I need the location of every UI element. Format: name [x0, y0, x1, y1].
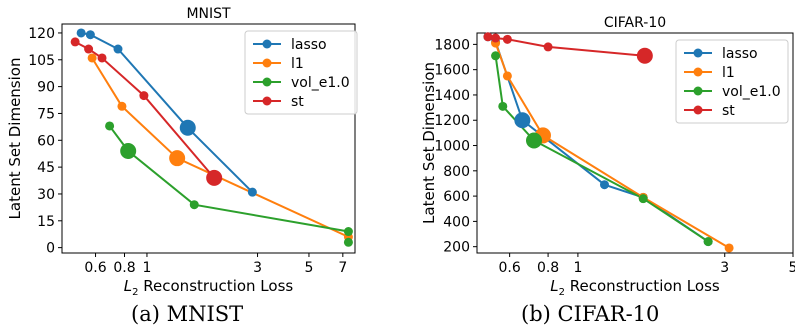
legend-marker-st — [262, 96, 272, 106]
x-tick-label: 1 — [573, 260, 582, 276]
data-point-lasso — [113, 44, 123, 54]
data-point-st — [84, 44, 94, 54]
data-point-lasso — [179, 119, 196, 136]
y-tick-label: 800 — [443, 164, 470, 180]
x-tick-label: 7 — [338, 260, 347, 276]
y-axis-label: Latent Set Dimension — [420, 62, 438, 224]
series-line-lasso — [80, 31, 254, 193]
data-point-vol_e1.0 — [343, 227, 353, 237]
y-axis-label: Latent Set Dimension — [6, 58, 24, 220]
data-point-l1 — [117, 101, 127, 111]
data-point-l1 — [502, 71, 512, 81]
series-line-vol_e1.0 — [108, 125, 350, 243]
data-point-st — [70, 37, 80, 47]
legend-marker-lasso — [262, 39, 272, 49]
data-point-l1 — [87, 53, 97, 63]
plot-frame — [61, 23, 356, 254]
x-tick-label: 0.8 — [537, 260, 559, 276]
data-point-lasso — [514, 112, 531, 129]
series-line-l1 — [91, 57, 349, 238]
y-tick-label: 600 — [443, 189, 470, 205]
data-point-vol_e1.0 — [703, 237, 713, 247]
series-line-st — [74, 41, 215, 179]
data-point-st — [139, 91, 149, 101]
data-point-l1 — [169, 150, 186, 167]
x-tick-label: 0.8 — [113, 260, 135, 276]
y-tick-label: 1400 — [434, 88, 470, 104]
legend-label-lasso: lasso — [722, 46, 758, 62]
y-tick-label: 30 — [37, 187, 55, 203]
y-tick-label: 400 — [443, 214, 470, 230]
data-point-lasso — [85, 30, 95, 40]
y-tick-label: 120 — [28, 26, 55, 42]
legend-label-vol_e1.0: vol_e1.0 — [291, 75, 350, 91]
y-tick-label: 75 — [37, 106, 55, 122]
legend-marker-l1 — [262, 58, 272, 68]
data-point-st — [502, 34, 512, 44]
data-point-st — [636, 47, 653, 64]
y-tick-label: 1600 — [434, 63, 470, 79]
data-point-vol_e1.0 — [120, 143, 137, 160]
legend-label-st: st — [722, 103, 735, 119]
legend-label-l1: l1 — [291, 56, 304, 72]
data-point-vol_e1.0 — [498, 101, 508, 111]
legend-box — [244, 30, 358, 115]
legend-marker-l1 — [693, 67, 703, 77]
caption-mnist: (a) MNIST — [131, 302, 244, 326]
chart-mnist: MNIST 0 15 30 45 60 75 90 105 120 0.6 0.8 1 3 5 7 L2 Rec… — [6, 6, 358, 298]
data-point-st — [543, 42, 553, 52]
legend-marker-lasso — [693, 48, 703, 58]
legend-label-vol_e1.0: vol_e1.0 — [722, 84, 781, 100]
y-tick-label: 1000 — [434, 139, 470, 155]
plot-frame — [476, 32, 794, 254]
data-point-vol_e1.0 — [189, 200, 199, 210]
y-tick-label: 1800 — [434, 37, 470, 53]
y-tick-label: 1200 — [434, 113, 470, 129]
data-point-vol_e1.0 — [638, 194, 648, 204]
y-tick-label: 0 — [46, 241, 55, 257]
legend-marker-vol_e1.0 — [693, 86, 703, 96]
x-axis-label: L2 Reconstruction Loss — [550, 277, 720, 298]
x-tick-label: 3 — [253, 260, 262, 276]
legend-box — [675, 39, 789, 124]
y-tick-label: 90 — [37, 80, 55, 96]
y-tick-label: 15 — [37, 214, 55, 230]
caption-cifar10: (b) CIFAR-10 — [521, 302, 660, 326]
x-tick-label: 5 — [789, 260, 795, 276]
legend-label-lasso: lasso — [291, 37, 327, 53]
data-point-vol_e1.0 — [526, 132, 543, 149]
data-point-vol_e1.0 — [491, 51, 501, 61]
data-point-lasso — [76, 28, 86, 38]
y-tick-label: 60 — [37, 133, 55, 149]
x-tick-label: 5 — [304, 260, 313, 276]
legend-marker-st — [693, 105, 703, 115]
data-point-l1 — [724, 243, 734, 253]
data-point-lasso — [247, 187, 257, 197]
x-tick-label: 0.6 — [84, 260, 106, 276]
x-tick-label: 0.6 — [499, 260, 521, 276]
legend-label-l1: l1 — [722, 65, 735, 81]
legend-marker-vol_e1.0 — [262, 77, 272, 87]
data-point-st — [97, 53, 107, 63]
chart-title: MNIST — [186, 6, 231, 22]
data-point-st — [206, 169, 223, 186]
chart-title: CIFAR-10 — [604, 15, 666, 31]
series-line-lasso — [487, 35, 709, 243]
y-tick-label: 200 — [443, 240, 470, 256]
data-point-lasso — [599, 180, 609, 190]
legend-label-st: st — [291, 94, 304, 110]
x-tick-label: 3 — [720, 260, 729, 276]
data-point-vol_e1.0 — [105, 121, 115, 131]
x-tick-label: 1 — [142, 260, 151, 276]
data-point-st — [483, 32, 493, 42]
data-point-st — [491, 33, 501, 43]
y-tick-label: 105 — [28, 53, 55, 69]
chart-cifar10: CIFAR-10 200 400 600 800 1000 1200 1400 1600 1800… — [420, 15, 795, 298]
y-tick-label: 45 — [37, 160, 55, 176]
data-point-vol_e1.0 — [343, 237, 353, 247]
x-axis-label: L2 Reconstruction Loss — [124, 277, 294, 298]
